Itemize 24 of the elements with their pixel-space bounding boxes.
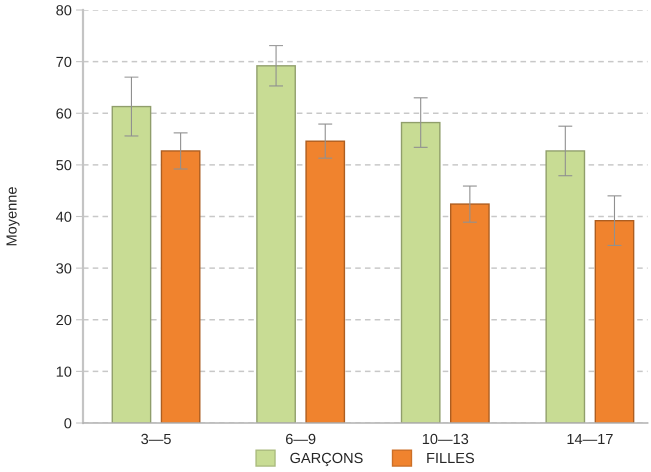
y-axis-title: Moyenne bbox=[6, 187, 20, 246]
x-tick-label: 3—5 bbox=[141, 434, 171, 444]
bar bbox=[112, 106, 152, 424]
bar bbox=[545, 150, 586, 424]
x-tick-label: 6—9 bbox=[286, 434, 316, 444]
y-tick-label: 60 bbox=[56, 108, 72, 119]
y-tick-label: 30 bbox=[56, 263, 72, 274]
bar bbox=[400, 122, 441, 424]
y-tick-label: 20 bbox=[56, 314, 72, 326]
bar bbox=[256, 65, 296, 424]
y-tick-label: 70 bbox=[56, 56, 72, 68]
legend-label: GARÇONS bbox=[290, 452, 363, 466]
bar bbox=[594, 220, 634, 424]
x-tick-label: 14—17 bbox=[568, 434, 613, 444]
x-tick-label: 10—13 bbox=[422, 434, 468, 444]
y-tick-label: 40 bbox=[56, 212, 72, 222]
bar bbox=[450, 203, 490, 424]
y-tick-label: 10 bbox=[56, 366, 72, 377]
y-tick-label: 0 bbox=[64, 418, 72, 428]
bar bbox=[160, 150, 200, 424]
y-tick-label: 80 bbox=[56, 5, 72, 16]
y-tick-label: 50 bbox=[56, 160, 72, 170]
bar bbox=[305, 140, 346, 424]
legend-label: FILLES bbox=[427, 452, 474, 464]
